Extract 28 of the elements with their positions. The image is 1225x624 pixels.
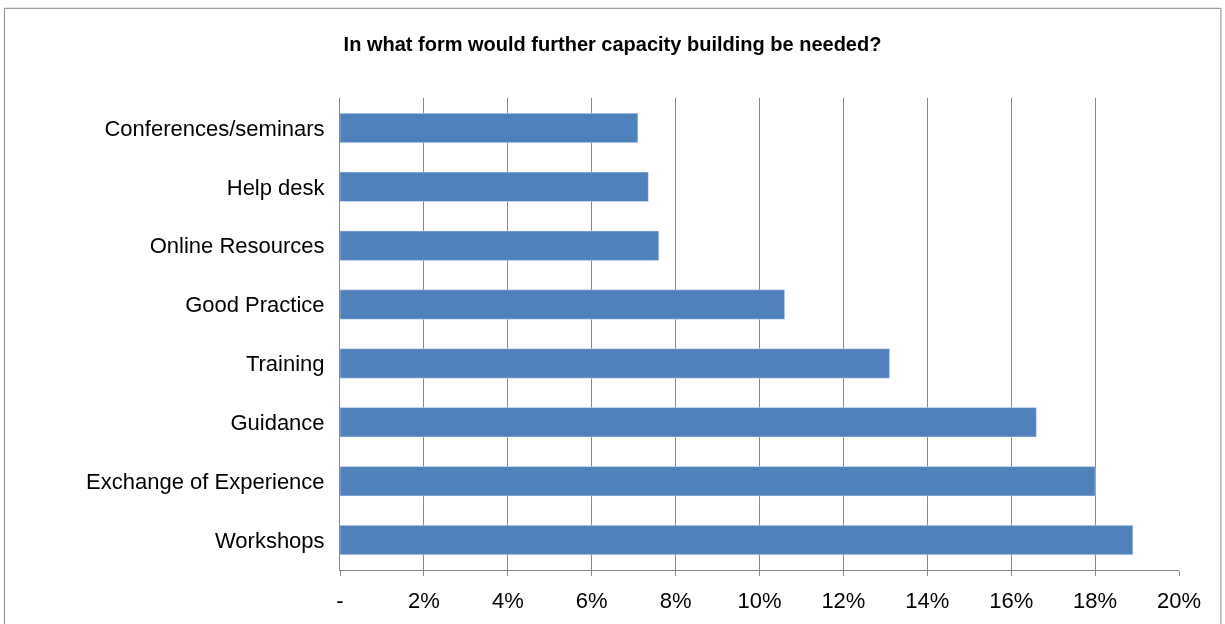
y-tick-label: Exchange of Experience [86,468,325,494]
x-tick-label: 4% [491,588,524,614]
x-tick-label: 6% [575,588,608,614]
bar [340,525,1134,556]
bar [340,466,1096,497]
bar [340,171,649,202]
bar [340,112,639,143]
x-tick-label: 18% [1073,588,1118,614]
y-tick-label: Workshops [214,527,325,553]
x-tick-label: 10% [737,588,782,614]
x-tick-label: 8% [659,588,692,614]
x-tick-label: 16% [989,588,1034,614]
bar [340,348,890,379]
x-tick-label: 12% [821,588,866,614]
bar [340,289,785,320]
y-tick-label: Guidance [230,410,325,436]
x-tick-label: 20% [1156,588,1202,614]
x-tick-label: 14% [905,588,950,614]
y-tick-label: Training [245,351,325,377]
bar [340,407,1037,438]
y-tick-label: Conferences/seminars [104,115,325,141]
y-tick-label: Good Practice [185,292,325,318]
y-tick-label: Help desk [226,174,326,200]
y-tick-label: Online Resources [149,233,325,259]
chart-title: In what form would further capacity building be needed? [343,33,882,56]
bar [340,230,660,261]
x-tick-label: 2% [408,588,440,614]
x-tick-label: - [336,588,344,614]
